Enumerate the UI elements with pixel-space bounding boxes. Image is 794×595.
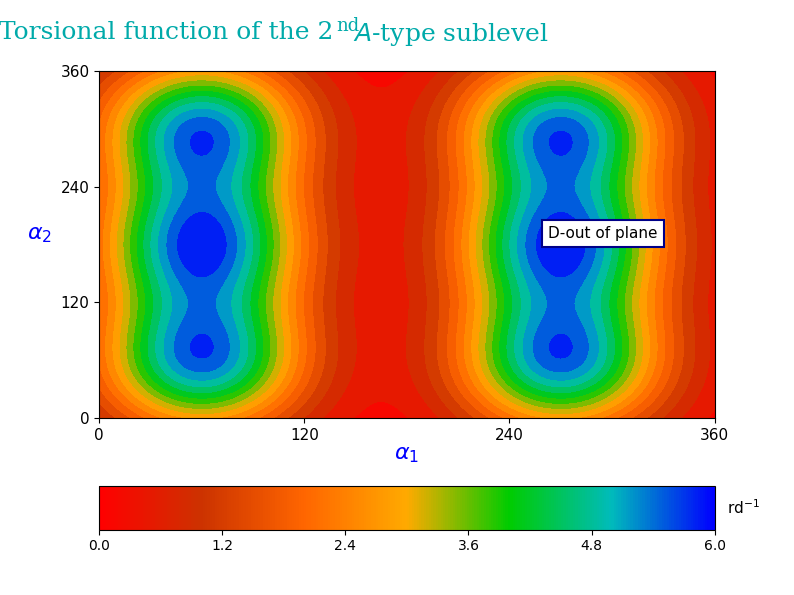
Text: nd: nd (336, 17, 359, 35)
Text: Torsional function of the 2: Torsional function of the 2 (0, 21, 333, 44)
X-axis label: $\alpha_1$: $\alpha_1$ (395, 446, 419, 465)
Text: D-out of plane: D-out of plane (549, 226, 658, 241)
Text: $A$-type sublevel: $A$-type sublevel (353, 21, 549, 48)
Y-axis label: $\alpha_2$: $\alpha_2$ (27, 225, 52, 245)
Text: rd$^{-1}$: rd$^{-1}$ (727, 499, 760, 517)
